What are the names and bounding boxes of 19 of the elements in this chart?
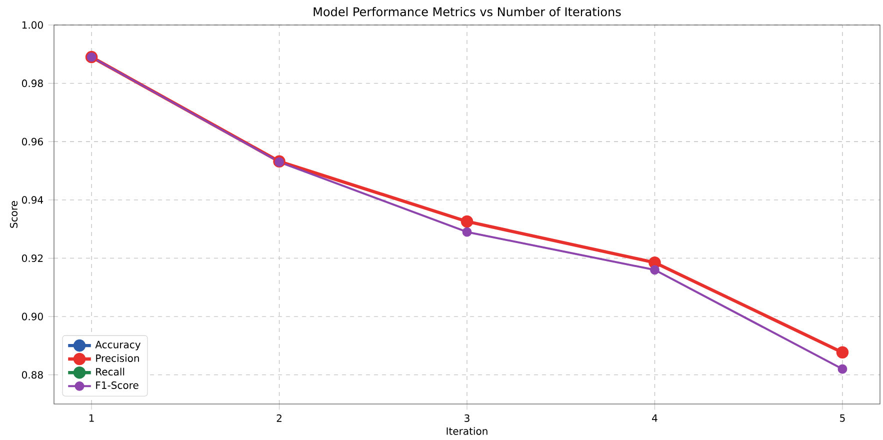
x-axis-title: Iteration (446, 427, 488, 435)
y-tick-label: 0.94 (22, 196, 44, 204)
legend-label: Recall (96, 368, 124, 376)
y-tick-label: 0.88 (22, 371, 43, 379)
y-tick-label: 1.00 (22, 21, 43, 29)
x-tick-label: 4 (652, 414, 658, 422)
legend-label: F1-Score (96, 381, 138, 389)
legend-label: Accuracy (95, 340, 141, 350)
chart-title: Model Performance Metrics vs Number of Iterations (314, 7, 621, 16)
x-tick-label: 1 (89, 414, 94, 422)
y-tick-label: 0.98 (22, 80, 43, 88)
y-tick-label: 0.90 (22, 312, 43, 320)
x-tick-label: 3 (464, 414, 470, 422)
y-axis-title: Score (10, 201, 18, 228)
y-tick-label: 0.92 (22, 254, 43, 262)
y-tick-label: 0.96 (22, 138, 43, 146)
legend-label: Precision (96, 354, 139, 362)
x-tick-label: 2 (276, 414, 282, 422)
x-tick-label: 5 (840, 414, 845, 422)
